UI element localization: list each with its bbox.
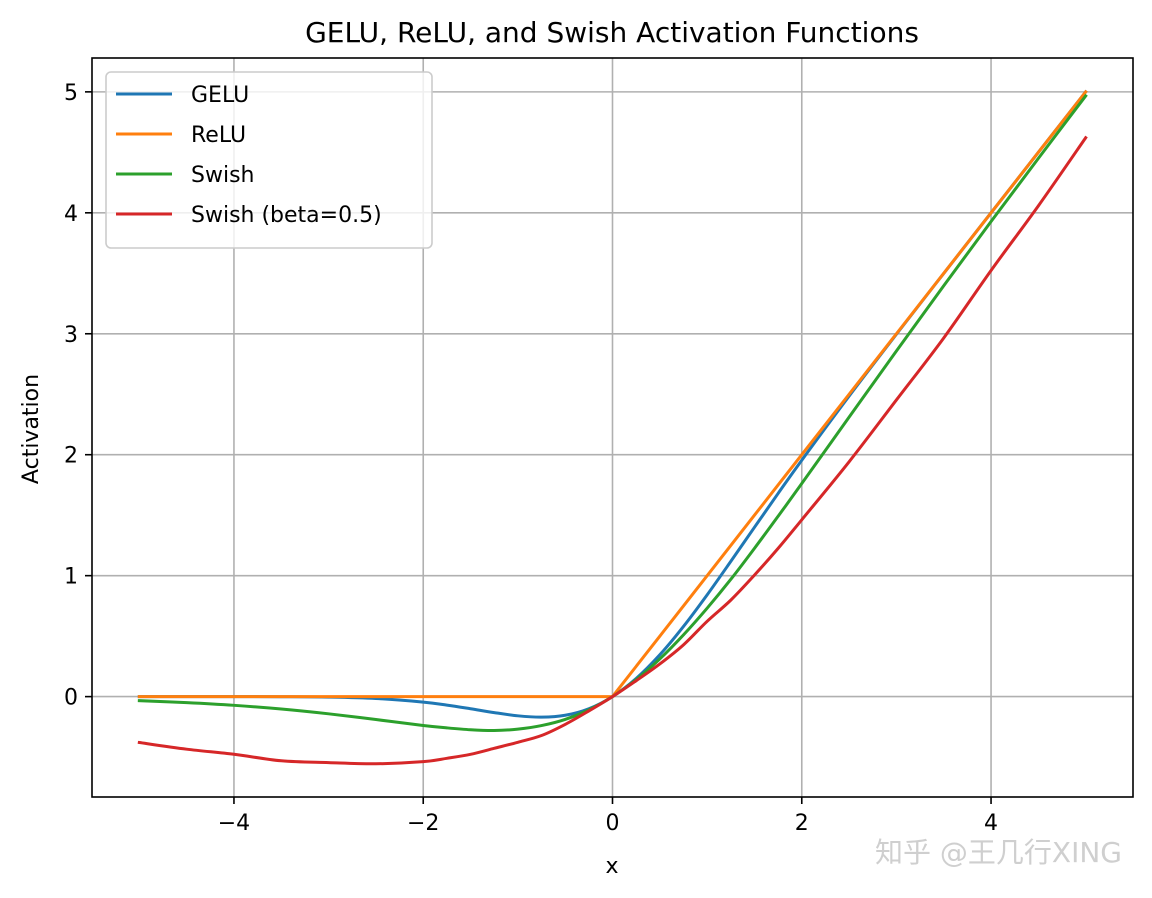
y-tick-label: 2 (64, 444, 78, 469)
y-tick-label: 4 (64, 202, 78, 227)
x-tick-label: 4 (984, 811, 998, 836)
watermark-text: 知乎 @王几行XING (875, 836, 1122, 869)
y-tick-label: 0 (64, 686, 78, 711)
chart-title: GELU, ReLU, and Swish Activation Functio… (305, 16, 919, 49)
y-tick-label: 5 (64, 81, 78, 106)
x-axis-label: x (605, 854, 618, 879)
legend-label-swish: Swish (191, 163, 254, 188)
x-tick-label: −4 (218, 811, 250, 836)
series-layer (137, 89, 1088, 766)
legend-label-relu: ReLU (191, 123, 246, 148)
y-tick-label: 3 (64, 323, 78, 348)
y-tick-label: 1 (64, 565, 78, 590)
x-tick-label: −2 (407, 811, 439, 836)
y-axis-label: Activation (19, 374, 44, 484)
y-axis: 0 1 2 3 4 5 (64, 81, 92, 711)
series-swish-beta-0-5-line (137, 135, 1088, 766)
x-tick-label: 0 (606, 811, 620, 836)
legend-label-swish-beta-0-5: Swish (beta=0.5) (191, 203, 382, 228)
legend-box (105, 71, 433, 249)
x-tick-label: 2 (795, 811, 809, 836)
legend-label-gelu: GELU (191, 83, 249, 108)
legend: GELU ReLU Swish Swish (beta=0.5) (105, 71, 433, 249)
x-axis: −4 −2 0 2 4 (218, 797, 998, 836)
